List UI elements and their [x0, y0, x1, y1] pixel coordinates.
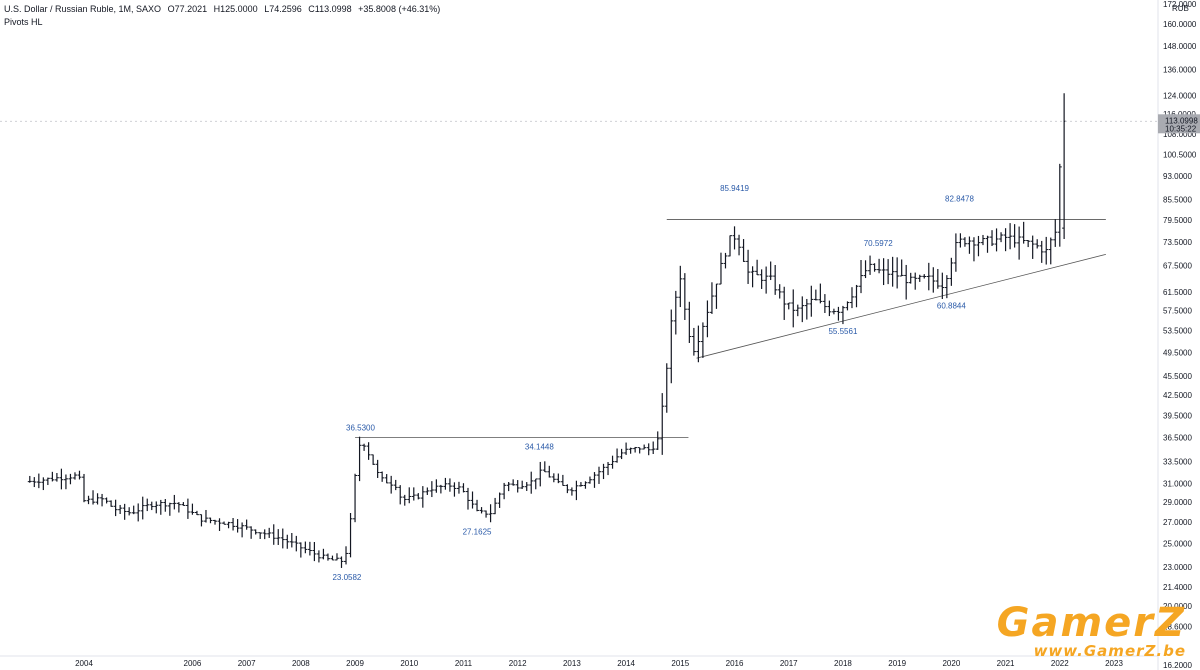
- time-tick-label: 2010: [400, 659, 418, 668]
- watermark-brand: GamerZ: [996, 600, 1186, 646]
- price-tick-label: 33.5000: [1163, 458, 1192, 467]
- pivot-label: 27.1625: [463, 527, 492, 536]
- pivot-label: 23.0582: [332, 573, 361, 582]
- ascending-trendline: [696, 253, 1106, 359]
- price-tick-label: 21.4000: [1163, 583, 1192, 592]
- price-tick-label: 57.5000: [1163, 307, 1192, 316]
- support-trendline: [696, 253, 1106, 359]
- price-tick-label: 136.0000: [1163, 66, 1197, 75]
- price-tick-label: 27.0000: [1163, 518, 1192, 527]
- price-tick-label: 23.0000: [1163, 563, 1192, 572]
- time-tick-label: 2023: [1105, 659, 1123, 668]
- time-tick-label: 2021: [997, 659, 1015, 668]
- time-tick-label: 2011: [455, 659, 473, 668]
- time-axis[interactable]: 2004 2006 2007 2008 2009 2010 2011 2012 2013 2014…: [0, 655, 1158, 668]
- time-tick-label: 2009: [346, 659, 364, 668]
- open-value: O77.2021: [167, 4, 208, 14]
- price-tick-label: 53.5000: [1163, 327, 1192, 336]
- price-tick-label: 67.5000: [1163, 262, 1192, 271]
- indicator-name[interactable]: Pivots HL: [4, 17, 43, 27]
- price-tick-label: 25.0000: [1163, 540, 1192, 549]
- pivot-labels: 23.0582 36.5300 27.1625 34.1448 85.9419 55.55…: [332, 184, 974, 582]
- time-tick-label: 2012: [509, 659, 527, 668]
- price-tick-label: 31.0000: [1163, 479, 1192, 488]
- price-tick-label: 79.5000: [1163, 216, 1192, 225]
- price-tag-time: 10:35:22: [1165, 124, 1197, 133]
- price-tick-label: 85.5000: [1163, 196, 1192, 205]
- time-tick-label: 2007: [238, 659, 256, 668]
- watermark-logo: GamerZ www.GamerZ.be: [996, 600, 1186, 660]
- price-tick-label: 73.5000: [1163, 238, 1192, 247]
- price-tick-label: 39.5000: [1163, 412, 1192, 421]
- price-tick-label: 100.5000: [1163, 150, 1197, 159]
- price-tick-label: 18.6000: [1163, 622, 1192, 631]
- ohlc-bars: [27, 93, 1067, 568]
- price-tick-label: 45.5000: [1163, 372, 1192, 381]
- price-tick-label: 108.0000: [1163, 130, 1197, 139]
- watermark-url: www.GamerZ.be: [1033, 642, 1186, 660]
- time-tick-label: 2018: [834, 659, 852, 668]
- close-value: C113.0998: [308, 4, 352, 14]
- time-tick-label: 2017: [780, 659, 798, 668]
- time-tick-label: 2013: [563, 659, 581, 668]
- time-tick-label: 2006: [184, 659, 202, 668]
- chart-header: U.S. Dollar / Russian Ruble, 1M, SAXO O7…: [4, 4, 444, 14]
- change-value: +35.8008 (+46.31%): [358, 4, 441, 14]
- price-tick-label: 160.0000: [1163, 20, 1197, 29]
- low-value: L74.2596: [264, 4, 302, 14]
- time-tick-label: 2015: [671, 659, 689, 668]
- pivot-label: 82.8478: [945, 194, 974, 203]
- time-tick-label: 2019: [888, 659, 906, 668]
- pivot-label: 34.1448: [525, 442, 554, 451]
- price-tick-label: 42.5000: [1163, 391, 1192, 400]
- current-price-tag: 113.0998 10:35:22: [0, 114, 1200, 134]
- horizontal-levels: [355, 219, 1106, 438]
- price-tag-value: 113.0998: [1165, 116, 1198, 125]
- price-tick-label: 29.0000: [1163, 498, 1192, 507]
- price-tag-box: [1158, 114, 1200, 134]
- price-tick-label: 49.5000: [1163, 348, 1192, 357]
- time-tick-label: 2016: [726, 659, 744, 668]
- time-tick-label: 2020: [942, 659, 960, 668]
- price-axis[interactable]: 16.2000 18.6000 20.0000 21.4000 23.0000 25.00…: [1157, 0, 1197, 670]
- pivot-label: 60.8844: [937, 302, 966, 311]
- price-tick-label: 61.5000: [1163, 288, 1192, 297]
- pivot-label: 85.9419: [720, 184, 749, 193]
- currency-label[interactable]: RUB: [1172, 4, 1189, 13]
- price-tick-label: 20.0000: [1163, 602, 1192, 611]
- price-tick-label: 124.0000: [1163, 92, 1197, 101]
- price-tick-label: 172.0000: [1163, 0, 1197, 9]
- pivot-label: 55.5561: [828, 327, 857, 336]
- time-tick-label: 2008: [292, 659, 310, 668]
- symbol-title[interactable]: U.S. Dollar / Russian Ruble, 1M, SAXO: [4, 4, 162, 14]
- high-value: H125.0000: [213, 4, 258, 14]
- price-tick-label: 36.5000: [1163, 434, 1192, 443]
- time-tick-label: 2022: [1051, 659, 1069, 668]
- pivot-label: 70.5972: [864, 239, 893, 248]
- pivot-label: 36.5300: [346, 423, 375, 432]
- price-tick-label: 16.2000: [1163, 661, 1192, 670]
- indicator-legend[interactable]: Pivots HL: [4, 17, 47, 27]
- time-tick-label: 2014: [617, 659, 635, 668]
- time-tick-label: 2004: [75, 659, 93, 668]
- price-tick-label: 93.0000: [1163, 172, 1192, 181]
- price-tick-label: 148.0000: [1163, 42, 1197, 51]
